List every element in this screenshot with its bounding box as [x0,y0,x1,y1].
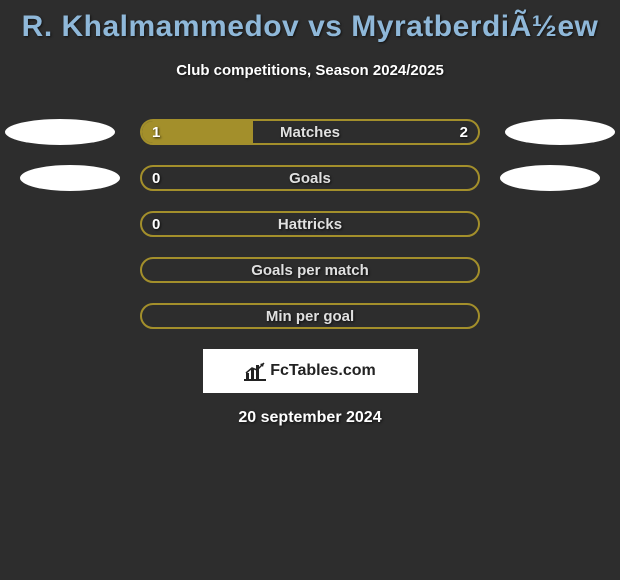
date-line: 20 september 2024 [0,409,620,427]
side-ellipse [505,119,615,145]
bar-label: Hattricks [142,213,478,235]
bar-value-left: 0 [152,167,160,189]
side-ellipse [500,165,600,191]
side-ellipse [20,165,120,191]
bar-container: Matches12 [140,119,480,145]
chart-icon [244,361,266,381]
bar-row: Matches12 [140,119,480,145]
bar-container: Hattricks0 [140,211,480,237]
footer-brand-box: FcTables.com [203,349,418,393]
footer-brand-text: FcTables.com [270,362,376,380]
bar-row: Hattricks0 [140,211,480,237]
bar-container: Goals per match [140,257,480,283]
bar-label: Min per goal [142,305,478,327]
bar-container: Goals0 [140,165,480,191]
bars-container: Matches12Goals0Hattricks0Goals per match… [0,119,620,329]
bar-value-left: 0 [152,213,160,235]
bar-row: Min per goal [140,303,480,329]
subtitle: Club competitions, Season 2024/2025 [0,62,620,79]
bar-label: Goals [142,167,478,189]
page-title: R. Khalmammedov vs MyratberdiÃ½ew [0,0,620,44]
bar-value-right: 2 [460,121,468,143]
bar-container: Min per goal [140,303,480,329]
side-ellipse [5,119,115,145]
bar-fill [142,121,253,143]
bar-label: Goals per match [142,259,478,281]
bar-row: Goals0 [140,165,480,191]
bar-row: Goals per match [140,257,480,283]
